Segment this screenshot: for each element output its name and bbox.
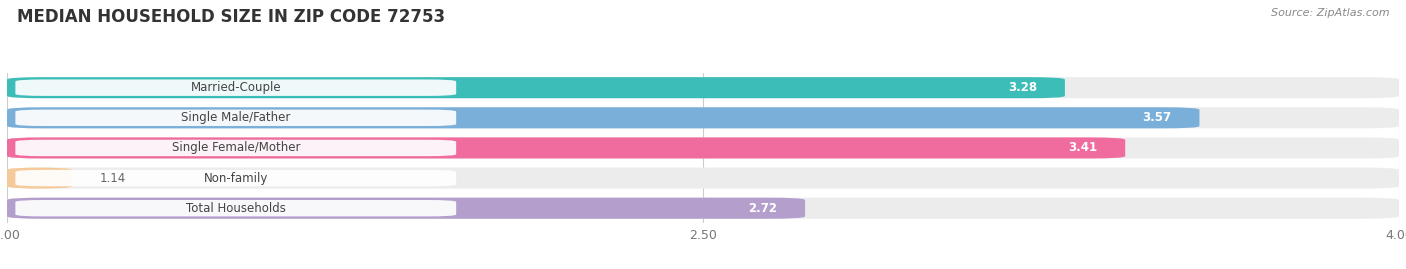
Text: MEDIAN HOUSEHOLD SIZE IN ZIP CODE 72753: MEDIAN HOUSEHOLD SIZE IN ZIP CODE 72753: [17, 8, 444, 26]
Text: Total Households: Total Households: [186, 202, 285, 215]
Text: 3.41: 3.41: [1069, 141, 1098, 154]
FancyBboxPatch shape: [15, 109, 456, 126]
Text: Single Male/Father: Single Male/Father: [181, 111, 291, 124]
FancyBboxPatch shape: [7, 137, 1399, 158]
FancyBboxPatch shape: [7, 77, 1399, 98]
FancyBboxPatch shape: [7, 77, 1064, 98]
FancyBboxPatch shape: [15, 79, 456, 96]
FancyBboxPatch shape: [7, 198, 806, 219]
FancyBboxPatch shape: [7, 168, 72, 189]
Text: 3.57: 3.57: [1143, 111, 1171, 124]
Text: Single Female/Mother: Single Female/Mother: [172, 141, 299, 154]
FancyBboxPatch shape: [15, 140, 456, 156]
Text: 1.14: 1.14: [100, 172, 127, 185]
FancyBboxPatch shape: [7, 107, 1399, 128]
Text: Married-Couple: Married-Couple: [190, 81, 281, 94]
FancyBboxPatch shape: [7, 168, 1399, 189]
FancyBboxPatch shape: [15, 170, 456, 186]
Text: Source: ZipAtlas.com: Source: ZipAtlas.com: [1271, 8, 1389, 18]
FancyBboxPatch shape: [7, 107, 1199, 128]
FancyBboxPatch shape: [15, 200, 456, 217]
Text: 2.72: 2.72: [748, 202, 778, 215]
Text: Non-family: Non-family: [204, 172, 269, 185]
FancyBboxPatch shape: [7, 198, 1399, 219]
Text: 3.28: 3.28: [1008, 81, 1038, 94]
FancyBboxPatch shape: [7, 137, 1125, 158]
